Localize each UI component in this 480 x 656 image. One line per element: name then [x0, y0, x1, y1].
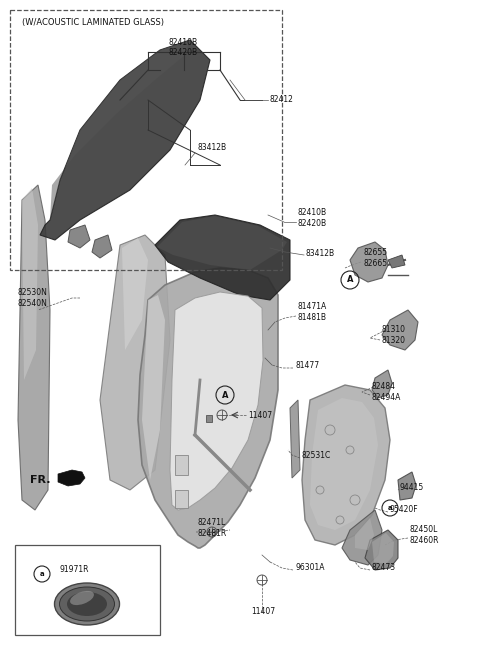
Polygon shape: [138, 268, 278, 548]
Ellipse shape: [70, 591, 94, 605]
Text: 82473: 82473: [372, 564, 396, 573]
Polygon shape: [350, 242, 388, 282]
Text: 82531C: 82531C: [302, 451, 331, 459]
Polygon shape: [22, 188, 38, 380]
Polygon shape: [302, 385, 390, 545]
Text: 83412B: 83412B: [306, 249, 335, 258]
Text: a: a: [40, 571, 44, 577]
Text: 82655
82665: 82655 82665: [363, 249, 387, 268]
Polygon shape: [18, 185, 50, 510]
Text: 81477: 81477: [295, 361, 319, 369]
Polygon shape: [388, 255, 405, 268]
Polygon shape: [175, 490, 188, 508]
Ellipse shape: [55, 583, 120, 625]
Polygon shape: [122, 238, 148, 350]
Polygon shape: [372, 370, 392, 398]
Text: a: a: [388, 505, 392, 511]
Polygon shape: [50, 40, 190, 220]
Text: 11407: 11407: [248, 411, 272, 419]
Polygon shape: [382, 310, 418, 350]
Polygon shape: [170, 292, 263, 510]
Text: 96301A: 96301A: [295, 564, 324, 573]
Text: A: A: [222, 390, 228, 400]
Polygon shape: [310, 398, 378, 530]
Text: A: A: [347, 276, 353, 285]
Bar: [10, 10, 282, 270]
Text: FR.: FR.: [30, 475, 50, 485]
Polygon shape: [155, 215, 290, 300]
Polygon shape: [342, 510, 382, 565]
Polygon shape: [372, 533, 394, 564]
Polygon shape: [206, 415, 212, 422]
Ellipse shape: [60, 587, 115, 621]
Polygon shape: [142, 295, 165, 480]
Polygon shape: [58, 470, 85, 486]
Text: 81310
81320: 81310 81320: [382, 325, 406, 344]
Text: 94415: 94415: [400, 483, 424, 493]
Polygon shape: [398, 472, 416, 500]
Text: 82412: 82412: [270, 96, 294, 104]
Text: (W/ACOUSTIC LAMINATED GLASS): (W/ACOUSTIC LAMINATED GLASS): [22, 18, 164, 27]
Text: 82410B
82420B: 82410B 82420B: [168, 38, 198, 57]
Ellipse shape: [67, 592, 107, 616]
Text: 82530N
82540N: 82530N 82540N: [18, 288, 48, 308]
Text: 82471L
82481R: 82471L 82481R: [198, 518, 227, 538]
Text: 81471A
81481B: 81471A 81481B: [298, 302, 327, 321]
Polygon shape: [175, 455, 188, 475]
Text: 82450L
82460R: 82450L 82460R: [410, 525, 440, 544]
Polygon shape: [68, 225, 90, 248]
Text: 11407: 11407: [251, 607, 275, 617]
Text: 95420F: 95420F: [390, 506, 419, 514]
Text: 83412B: 83412B: [197, 144, 226, 152]
Polygon shape: [365, 530, 398, 570]
Polygon shape: [157, 216, 287, 270]
Polygon shape: [40, 40, 210, 240]
Bar: [15, 545, 160, 635]
Text: 82484
82494A: 82484 82494A: [372, 382, 401, 401]
Polygon shape: [290, 400, 300, 478]
Text: 82410B
82420B: 82410B 82420B: [298, 209, 327, 228]
Text: 91971R: 91971R: [60, 565, 89, 575]
Polygon shape: [92, 235, 112, 258]
Polygon shape: [355, 518, 374, 550]
Polygon shape: [100, 235, 170, 490]
